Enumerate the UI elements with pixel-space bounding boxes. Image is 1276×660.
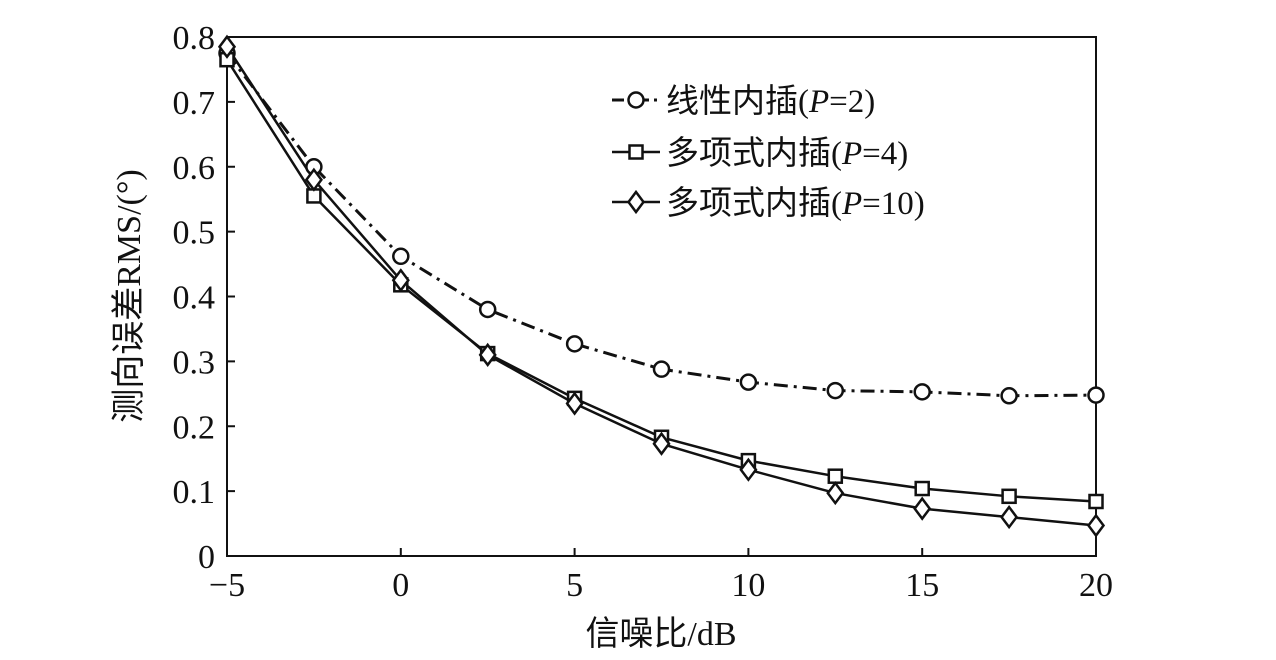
- plot-frame: [226, 36, 1097, 557]
- legend: 线性内插(P=2)多项式内插(P=4)多项式内插(P=10): [612, 83, 925, 222]
- legend-label-variable: P: [808, 84, 829, 120]
- legend-label-variable: P: [841, 186, 862, 222]
- data-point-diamond: [217, 34, 237, 59]
- data-point-circle: [565, 335, 584, 353]
- data-point-diamond: [391, 268, 410, 293]
- data-point-circle: [1087, 386, 1105, 404]
- legend-label-suffix: =10): [862, 186, 925, 222]
- x-tick-label: 10: [731, 567, 765, 604]
- x-tick-label: 5: [566, 567, 583, 604]
- x-tick-label: 0: [392, 567, 409, 604]
- y-tick-label: 0.8: [173, 20, 216, 57]
- data-point-diamond: [565, 391, 584, 416]
- legend-marker-circle: [627, 91, 645, 109]
- data-point-circle: [826, 381, 845, 400]
- legend-label-suffix: =4): [862, 136, 908, 172]
- data-point-circle: [392, 247, 410, 266]
- x-axis-label: 信噪比/dB: [585, 615, 736, 653]
- data-point-diamond: [304, 167, 323, 192]
- y-tick-label: 0.6: [173, 150, 216, 187]
- data-point-diamond: [478, 342, 497, 367]
- data-point-diamond: [739, 457, 758, 482]
- y-tick-label: 0: [198, 539, 215, 576]
- y-tick-label: 0.3: [173, 344, 216, 381]
- data-point-square: [914, 480, 930, 497]
- y-tick-label: 0.4: [173, 280, 216, 317]
- data-point-square: [1088, 493, 1104, 510]
- legend-marker-square: [628, 144, 644, 160]
- legend-label-suffix: =2): [829, 84, 875, 120]
- data-point-circle: [1000, 387, 1018, 405]
- x-tick-label: −5: [209, 567, 245, 604]
- data-point-diamond: [1000, 504, 1019, 530]
- legend-label-variable: P: [841, 136, 862, 172]
- legend-label-prefix: 多项式内插(: [666, 135, 842, 172]
- series-line-circle: [225, 52, 1097, 398]
- y-tick-label: 0.2: [173, 409, 216, 446]
- data-point-circle: [652, 360, 671, 378]
- data-point-diamond: [913, 496, 932, 521]
- x-tick-label: 20: [1079, 567, 1113, 604]
- legend-entry-label: 多项式内插(P=4): [666, 135, 908, 172]
- y-axis-label: 测向误差RMS/(°): [110, 169, 148, 423]
- y-tick-label: 0.7: [173, 85, 216, 122]
- data-point-diamond: [826, 480, 845, 506]
- data-point-circle: [478, 300, 497, 319]
- data-point-square: [827, 468, 844, 484]
- data-point-diamond: [652, 431, 671, 456]
- x-tick-label: 15: [905, 567, 939, 604]
- legend-entry-label: 多项式内插(P=10): [666, 185, 925, 222]
- y-tick-label: 0.5: [173, 215, 216, 252]
- legend-marker-diamond: [626, 189, 646, 215]
- legend-entry-label: 线性内插(P=2): [666, 83, 875, 120]
- legend-label-prefix: 多项式内插(: [666, 185, 842, 222]
- data-point-diamond: [1086, 513, 1106, 538]
- data-point-circle: [913, 383, 931, 401]
- y-tick-label: 0.1: [173, 474, 216, 511]
- series-markers: [217, 34, 1106, 538]
- data-point-circle: [739, 373, 758, 391]
- data-point-square: [1001, 488, 1017, 505]
- legend-label-prefix: 线性内插(: [666, 83, 809, 120]
